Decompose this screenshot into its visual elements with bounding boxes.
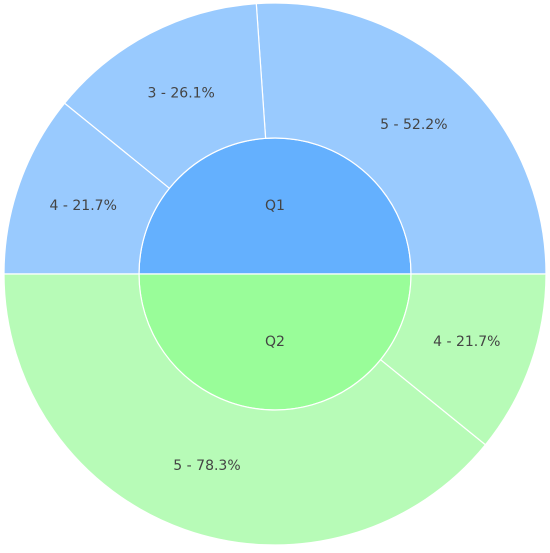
outer-label: 4 - 21.7%	[433, 334, 500, 350]
outer-label: 5 - 78.3%	[173, 458, 240, 474]
inner-label: Q1	[265, 198, 285, 214]
outer-label: 5 - 52.2%	[380, 117, 447, 133]
outer-segment	[3, 273, 487, 546]
inner-label: Q2	[265, 334, 285, 350]
outer-segment	[255, 2, 547, 275]
outer-segment	[63, 3, 267, 190]
outer-segment	[379, 273, 547, 446]
outer-label: 3 - 26.1%	[148, 85, 215, 101]
outer-label: 4 - 21.7%	[50, 198, 117, 214]
